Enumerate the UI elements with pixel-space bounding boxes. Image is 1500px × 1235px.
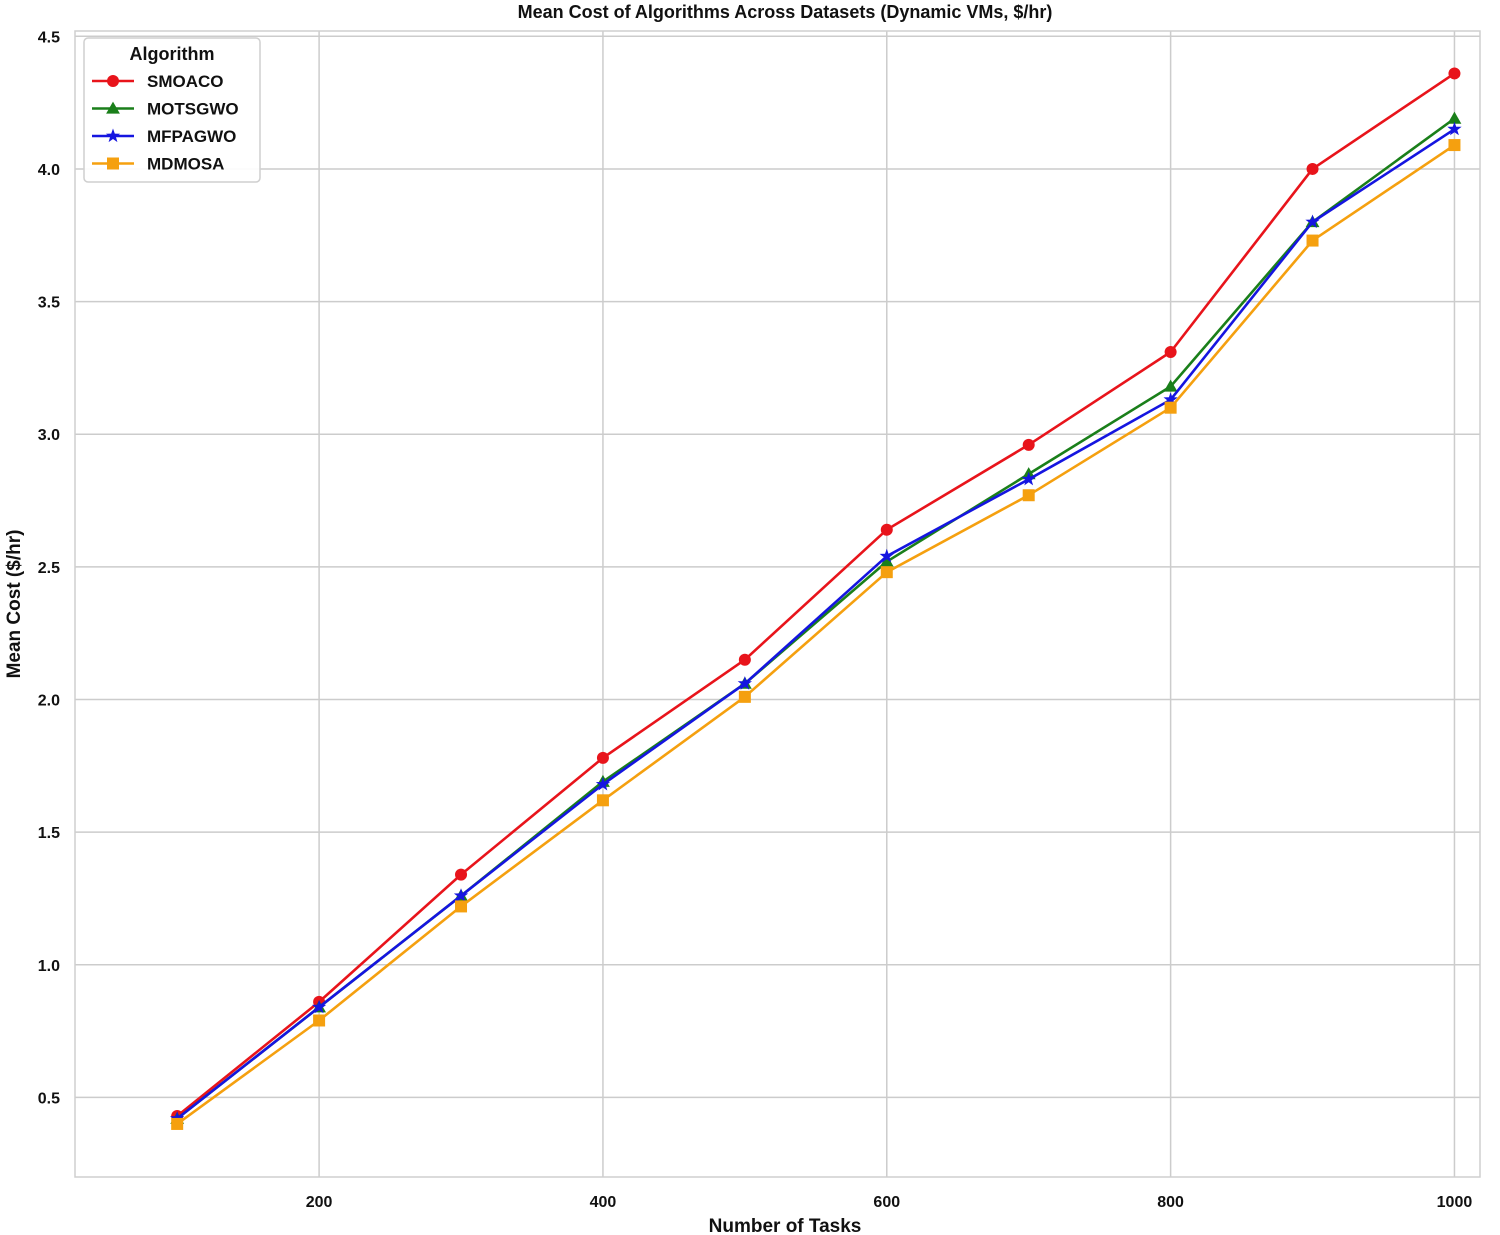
data-point-mfpagwo [737,676,752,690]
series-line-smoaco [176,72,1456,1118]
x-axis-label: Number of Tasks [709,1216,862,1235]
x-tick-label: 1000 [1437,1194,1473,1211]
data-point-mdmosa [313,1014,326,1027]
data-point-smoaco [880,523,893,536]
y-axis-label: Mean Cost ($/hr) [4,530,25,679]
legend-label: MDMOSA [147,155,224,174]
data-point-mfpagwo [1447,121,1462,136]
data-point-mfpagwo [170,1111,185,1125]
legend-label: MOTSGWO [147,100,239,119]
x-tick-label: 600 [873,1194,900,1211]
x-tick-label: 200 [306,1194,333,1211]
series-mdmosa [171,139,1461,1130]
legend-marker [105,128,121,143]
legend-label: SMOACO [147,72,224,91]
data-point-mdmosa [1164,401,1177,414]
series-smoaco [171,67,1461,1122]
y-tick-label: 0.5 [38,1090,60,1107]
y-tick-label: 1.0 [38,958,60,975]
data-point-smoaco [738,653,751,666]
legend-item-mfpagwo: MFPAGWO [92,127,236,146]
data-point-mfpagwo [312,999,327,1014]
y-tick-label: 3.0 [38,427,60,444]
data-point-mdmosa [738,690,751,703]
data-point-smoaco [455,868,468,881]
data-point-mfpagwo [595,776,611,791]
legend-item-motsgwo: MOTSGWO [92,100,239,119]
y-tick-label: 4.0 [38,162,60,179]
legend-box [83,37,261,183]
legend-marker [107,157,119,170]
legend-marker [107,75,119,87]
chart-title: Mean Cost of Algorithms Across Datasets … [518,2,1053,22]
data-point-motsgwo [1163,379,1178,392]
data-point-mdmosa [880,566,893,579]
legend-marker [106,101,120,114]
data-point-smoaco [596,751,609,764]
y-tick-label: 4.5 [38,29,60,46]
y-tick-label: 2.0 [38,693,60,710]
y-tick-label: 3.5 [38,295,60,312]
grid-lines [75,31,1480,1177]
data-point-motsgwo [1447,111,1462,124]
data-point-mfpagwo [1163,392,1178,406]
data-point-mdmosa [455,900,468,913]
data-point-mdmosa [596,794,609,807]
x-tick-labels: 200 400 600 800 1000 [306,1194,1473,1211]
legend-label: MFPAGWO [147,127,236,146]
data-point-mdmosa [1022,489,1035,502]
data-point-motsgwo [879,554,894,567]
legend-title: Algorithm [130,44,215,64]
plot-frame [74,30,1481,1178]
series-line-mdmosa [176,144,1456,1125]
data-point-smoaco [1164,345,1177,358]
data-point-mfpagwo [1021,471,1036,486]
data-point-smoaco [1022,438,1035,451]
series-group [170,67,1462,1130]
legend-item-mdmosa: MDMOSA [92,155,224,174]
y-tick-label: 1.5 [38,825,60,842]
x-tick-label: 400 [590,1194,617,1211]
series-line-mfpagwo [176,128,1456,1120]
legend-item-smoaco: SMOACO [92,72,224,91]
data-point-mfpagwo [1305,214,1320,229]
legend: Algorithm SMOACO MOTSGWO MFPAGWO MDMOSA [83,37,261,183]
data-point-smoaco [1306,162,1319,175]
data-point-mdmosa [1306,234,1319,247]
data-point-mdmosa [1448,139,1461,152]
y-tick-labels: 0.5 1.0 1.5 2.0 2.5 3.0 3.5 4.0 4.5 [38,29,60,1107]
data-point-mdmosa [171,1117,184,1130]
series-mfpagwo [170,121,1462,1125]
data-point-mfpagwo [879,548,894,563]
data-point-smoaco [1448,67,1461,80]
data-point-mfpagwo [453,888,469,902]
y-tick-label: 2.5 [38,560,60,577]
x-tick-label: 800 [1157,1194,1184,1211]
